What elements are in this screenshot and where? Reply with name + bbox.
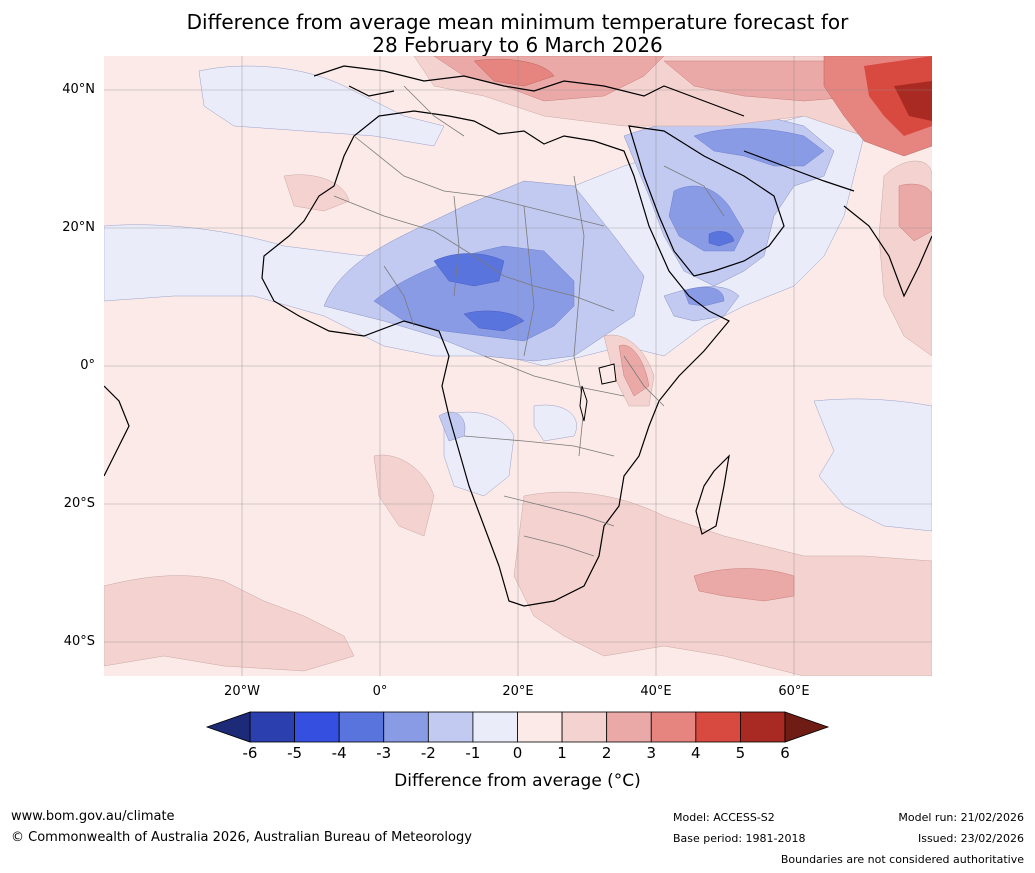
- colorbar-tick-label: -5: [287, 744, 303, 762]
- country-boundaries: [333, 85, 725, 557]
- colorbar-cell: [561, 711, 608, 743]
- map-title-line-2: 28 February to 6 March 2026: [372, 33, 663, 57]
- graticule-lines: [104, 56, 932, 676]
- anomaly-positive-5: [894, 81, 932, 121]
- footer-copyright: © Commonwealth of Australia 2026, Austra…: [11, 830, 472, 845]
- colorbar-label: Difference from average (°C): [394, 771, 641, 791]
- footer-issued: Issued: 23/02/2026: [917, 832, 1024, 845]
- lat-label-20s: 20°S: [63, 496, 95, 511]
- footer-website[interactable]: www.bom.gov.au/climate: [11, 809, 175, 824]
- colorbar-high-arrow: [784, 711, 830, 743]
- colorbar-cell: [517, 711, 563, 743]
- lat-label-0: 0°: [80, 358, 95, 373]
- colorbar-low-arrow: [205, 711, 251, 743]
- colorbar-cell: [606, 711, 652, 743]
- colorbar: [205, 711, 830, 743]
- map-title-line-1: Difference from average mean minimum tem…: [186, 10, 849, 34]
- lon-label-20w: 20°W: [224, 684, 260, 699]
- colorbar-tick-label: 5: [735, 744, 746, 762]
- lon-label-20e: 20°E: [502, 684, 534, 699]
- colorbar-cell: [740, 711, 786, 743]
- footer-model-run: Model run: 21/02/2026: [898, 811, 1024, 824]
- colorbar-tick-label: 3: [646, 744, 657, 762]
- footer-base-period: Base period: 1981-2018: [673, 832, 806, 845]
- footer-model: Model: ACCESS-S2: [673, 811, 775, 824]
- colorbar-tick-label: 4: [691, 744, 701, 762]
- colorbar-tick-label: 2: [601, 744, 612, 762]
- colorbar-tick-label: -3: [376, 744, 392, 762]
- colorbar-tick-label: 6: [780, 744, 790, 762]
- colorbar-cell: [427, 711, 474, 743]
- colorbar-cell: [650, 711, 697, 743]
- colorbar-tick-label: -2: [420, 744, 436, 762]
- colorbar-cell: [294, 711, 340, 743]
- colorbar-tick-label: -6: [242, 744, 258, 762]
- colorbar-cell: [249, 711, 295, 743]
- colorbar-tick-label: 0: [512, 744, 523, 762]
- temperature-anomaly-map: [104, 56, 932, 676]
- colorbar-cell: [472, 711, 518, 743]
- colorbar-cell: [695, 711, 741, 743]
- colorbar-tick-label: -1: [465, 744, 481, 762]
- colorbar-tick-label: 1: [557, 744, 567, 762]
- coastlines: [104, 65, 932, 607]
- lat-label-40n: 40°N: [62, 82, 95, 97]
- colorbar-tick-label: -4: [331, 744, 347, 762]
- lon-label-60e: 60°E: [778, 684, 810, 699]
- anomaly-negative-3: [433, 231, 735, 332]
- footer-disclaimer: Boundaries are not considered authoritat…: [780, 853, 1024, 866]
- lat-label-20n: 20°N: [62, 220, 95, 235]
- lon-label-0: 0°: [372, 684, 388, 699]
- lon-label-40e: 40°E: [640, 684, 672, 699]
- lat-label-40s: 40°S: [63, 634, 95, 649]
- colorbar-cell: [338, 711, 385, 743]
- lakes: [579, 363, 617, 422]
- colorbar-cell: [383, 711, 429, 743]
